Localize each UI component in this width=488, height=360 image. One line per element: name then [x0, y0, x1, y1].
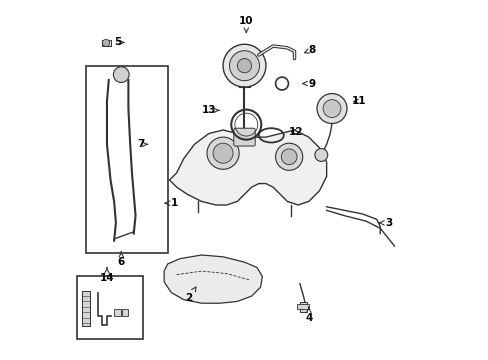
Polygon shape: [169, 130, 326, 205]
Text: 6: 6: [118, 252, 124, 267]
Bar: [102, 40, 110, 46]
Bar: [82, 291, 90, 327]
Bar: [77, 276, 142, 339]
Circle shape: [316, 94, 346, 123]
Circle shape: [281, 149, 296, 165]
Text: 14: 14: [100, 268, 114, 283]
Text: 5: 5: [114, 37, 124, 48]
Text: 11: 11: [351, 96, 366, 107]
Polygon shape: [164, 255, 262, 303]
Circle shape: [323, 100, 340, 117]
Circle shape: [102, 39, 109, 46]
Bar: [297, 304, 308, 309]
Circle shape: [275, 143, 302, 170]
Text: 7: 7: [137, 139, 147, 149]
Bar: [114, 309, 121, 316]
Text: 1: 1: [165, 198, 178, 208]
FancyBboxPatch shape: [233, 128, 255, 146]
Bar: [122, 309, 128, 316]
Bar: [299, 302, 306, 312]
Circle shape: [314, 149, 327, 161]
Text: 8: 8: [304, 45, 315, 55]
Circle shape: [113, 67, 129, 82]
Bar: [85, 66, 167, 253]
Text: 3: 3: [379, 218, 392, 228]
Circle shape: [237, 59, 251, 73]
Text: 10: 10: [239, 16, 253, 32]
Text: 12: 12: [288, 127, 303, 137]
Text: 2: 2: [185, 287, 196, 303]
Circle shape: [223, 44, 265, 87]
Text: 4: 4: [305, 307, 312, 323]
Circle shape: [206, 137, 239, 169]
Circle shape: [229, 51, 259, 81]
Circle shape: [213, 143, 233, 163]
Text: 13: 13: [201, 105, 219, 115]
Text: 9: 9: [302, 78, 315, 89]
